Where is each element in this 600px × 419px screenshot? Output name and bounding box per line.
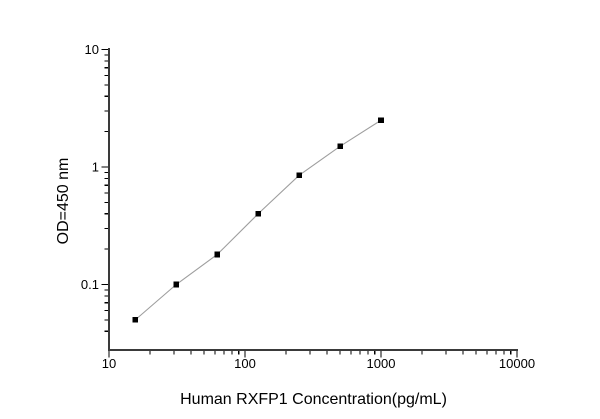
x-tick-label: 1000	[367, 356, 396, 371]
data-point-marker	[378, 117, 384, 123]
data-point-marker	[296, 172, 302, 179]
y-axis-title: OD=450 nm	[55, 157, 72, 245]
x-tick-label: 10000	[499, 356, 535, 371]
data-point-marker	[132, 317, 139, 323]
data-point-marker	[337, 143, 343, 150]
x-axis-title: Human RXFP1 Concentration(pg/mL)	[180, 391, 447, 408]
x-tick-label: 10	[102, 356, 116, 371]
data-point-marker	[173, 281, 179, 288]
data-point-marker	[214, 251, 220, 258]
data-point-marker	[255, 211, 261, 217]
series-line	[134, 119, 382, 321]
y-tick-label: 1	[92, 160, 99, 175]
y-tick-label: 10	[85, 42, 99, 57]
x-tick-label: 100	[234, 356, 256, 371]
y-tick-label: 0.1	[81, 277, 99, 292]
